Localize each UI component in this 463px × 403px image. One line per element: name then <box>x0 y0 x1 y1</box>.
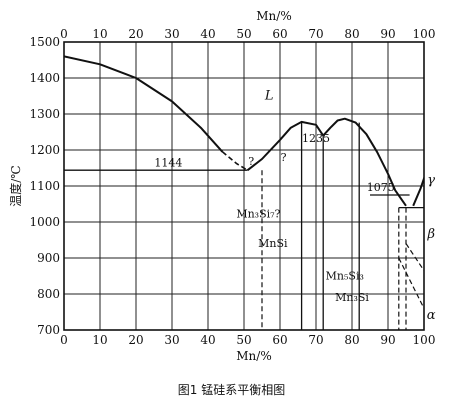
top-axis-tick-label: 40 <box>200 27 215 41</box>
annotation-label: Mn₃Si <box>335 291 369 304</box>
bottom-axis-tick-label: 10 <box>92 333 107 347</box>
plot-frame <box>63 41 425 331</box>
y-axis-title: 温度/℃ <box>8 165 23 206</box>
bottom-axis-tick-label: 20 <box>128 333 143 347</box>
bottom-axis-tick-label: 80 <box>344 333 359 347</box>
liquidus-curve-mid <box>322 117 407 207</box>
phase-label: γ <box>427 173 435 188</box>
top-axis-tick-label: 90 <box>380 27 395 41</box>
y-axis-tick-label: 1200 <box>29 143 60 157</box>
y-axis-tick-label: 1000 <box>29 215 60 229</box>
annotation-label: 1235 <box>302 132 330 145</box>
annotation-label: MnSi <box>258 237 288 250</box>
bottom-axis-tick-label: 90 <box>380 333 395 347</box>
top-axis-title: Mn/% <box>256 9 291 23</box>
top-axis-tick-label: 50 <box>236 27 251 41</box>
figure-caption: 图1 锰硅系平衡相图 <box>177 383 286 397</box>
annotation-label: Mn₅Si₃ <box>326 270 364 283</box>
phase-diagram: 0 10 20 30 40 50 60 70 80 90 100 Mn/% 0 10 20 30 40 50 60 7… <box>8 9 450 363</box>
liquidus-curve-far-right <box>412 175 424 207</box>
annotation-label: ? <box>248 155 254 168</box>
bottom-axis-tick-label: 0 <box>60 333 68 347</box>
bottom-axis-title: Mn/% <box>236 349 271 363</box>
top-axis-tick-label: 10 <box>92 27 107 41</box>
labels: 0 10 20 30 40 50 60 70 80 90 100 Mn/% 0 10 20 30 40 50 60 7… <box>8 9 436 363</box>
axes <box>63 41 425 331</box>
y-axis-tick-label: 1100 <box>29 179 60 193</box>
phase-label: β <box>426 227 435 242</box>
top-axis-tick-label: 100 <box>413 27 436 41</box>
annotation-label: 1144 <box>154 157 182 170</box>
annotation-label: ? <box>281 151 287 164</box>
dashed-slant-2 <box>405 243 424 272</box>
phase-label: α <box>427 308 436 323</box>
y-axis-tick-label: 1500 <box>29 35 60 49</box>
phase-label: L <box>264 89 274 104</box>
bottom-axis-tick-label: 30 <box>164 333 179 347</box>
top-axis-tick-label: 0 <box>60 27 68 41</box>
bottom-axis-tick-label: 50 <box>236 333 251 347</box>
liquidus-curve-left-dashed <box>221 151 249 171</box>
right-solvus-2 <box>428 139 450 169</box>
y-axis-tick-label: 1400 <box>29 71 60 85</box>
liquidus-curve-right <box>246 120 325 171</box>
grid <box>64 42 424 330</box>
annotation-label: 1075 <box>367 181 395 194</box>
y-axis-tick-label: 900 <box>37 251 60 265</box>
y-axis-tick-label: 1300 <box>29 107 60 121</box>
dashed-slant-1 <box>398 257 424 309</box>
right-dash-line <box>423 258 424 260</box>
top-axis-tick-label: 30 <box>164 27 179 41</box>
y-axis-tick-label: 800 <box>37 287 60 301</box>
y-axis-tick-label: 700 <box>37 323 60 337</box>
top-axis-tick-label: 20 <box>128 27 143 41</box>
bottom-axis-tick-label: 100 <box>413 333 436 347</box>
bottom-axis-tick-label: 70 <box>308 333 323 347</box>
bottom-axis-tick-label: 40 <box>200 333 215 347</box>
top-axis-tick-label: 80 <box>344 27 359 41</box>
top-axis-tick-label: 60 <box>272 27 287 41</box>
annotation-label: Mn₃Si₇? <box>236 207 280 220</box>
top-axis-tick-label: 70 <box>308 27 323 41</box>
bottom-axis-tick-label: 60 <box>272 333 287 347</box>
phase-curves <box>64 55 450 330</box>
liquidus-curve-left <box>64 55 224 153</box>
